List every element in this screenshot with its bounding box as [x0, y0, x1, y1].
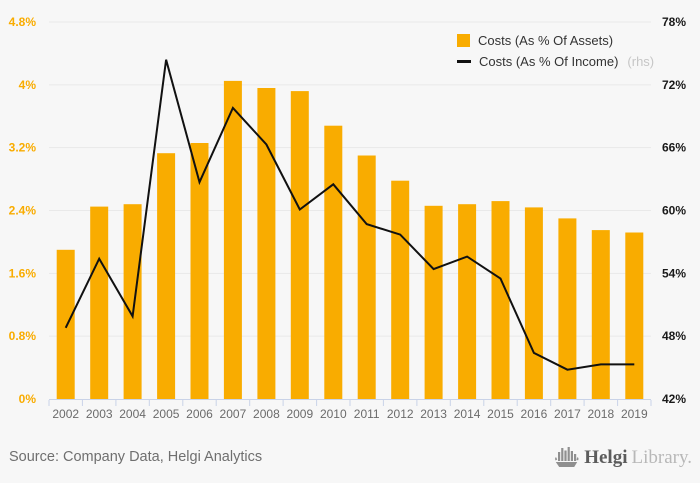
- logo-brand-secondary: Library.: [631, 447, 693, 468]
- bar-2016: [524, 207, 543, 399]
- bar-2011: [357, 155, 376, 399]
- bar-2005: [157, 153, 176, 399]
- income-line: [64, 59, 635, 371]
- year-label: 2011: [354, 407, 380, 421]
- year-label: 2012: [387, 407, 414, 421]
- logo-brand: Helgi: [584, 447, 628, 468]
- left-axis-tick-label: 0%: [19, 392, 37, 406]
- legend-label-assets: Costs (As % Of Assets): [478, 32, 614, 48]
- right-axis-tick-label: 72%: [662, 78, 686, 92]
- legend-label-income: Costs (As % Of Income): [479, 53, 619, 69]
- right-axis-tick-label: 42%: [662, 392, 686, 406]
- left-axis-tick-label: 4%: [19, 78, 37, 92]
- right-axis-tick-label: 78%: [662, 15, 686, 29]
- bar-2010: [324, 125, 343, 399]
- right-axis-tick-label: 60%: [662, 204, 686, 218]
- bar-2002: [56, 249, 75, 399]
- helgi-library-logo[interactable]: Helgi Library.: [554, 444, 692, 470]
- right-axis-tick-label: 54%: [662, 266, 686, 280]
- year-label: 2005: [153, 407, 180, 421]
- bar-2008: [257, 88, 276, 399]
- legend: Costs (As % Of Assets) Costs (As % Of In…: [457, 32, 655, 69]
- bar-2004: [123, 204, 142, 399]
- year-label: 2004: [119, 407, 146, 421]
- bar-2009: [290, 91, 309, 399]
- bar-2018: [591, 230, 610, 399]
- year-label: 2010: [320, 407, 347, 421]
- income-series-swatch: [457, 59, 471, 63]
- costs-chart: 0% 42% 0.8% 48% 1.6% 54% 2.4% 60% 3.2% 66% 4% 72% 4.…: [9, 15, 687, 421]
- bar-2014: [458, 204, 477, 399]
- year-label: 2015: [487, 407, 514, 421]
- helgi-library-logo-icon: [555, 447, 579, 467]
- right-axis-tick-label: 48%: [662, 329, 686, 343]
- year-label: 2016: [521, 407, 548, 421]
- legend-item-assets: Costs (As % Of Assets): [457, 32, 654, 48]
- source-note: Source: Company Data, Helgi Analytics: [9, 449, 263, 465]
- left-axis-tick-label: 2.4%: [9, 204, 37, 218]
- bar-2006: [190, 143, 209, 399]
- year-label: 2019: [621, 407, 648, 421]
- legend-item-income: Costs (As % Of Income) (rhs): [457, 53, 655, 69]
- year-label: 2017: [554, 407, 581, 421]
- left-axis-tick-label: 0.8%: [9, 329, 37, 343]
- year-label: 2009: [286, 407, 313, 421]
- left-axis-tick-label: 1.6%: [9, 266, 37, 280]
- left-axis-tick-label: 3.2%: [9, 141, 37, 155]
- right-axis-tick-label: 66%: [662, 141, 686, 155]
- bar-2015: [491, 201, 510, 399]
- bar-2012: [391, 180, 410, 399]
- left-axis-tick-label: 4.8%: [9, 15, 37, 29]
- year-label: 2008: [253, 407, 280, 421]
- bar-2019: [625, 232, 644, 399]
- year-label: 2007: [220, 407, 247, 421]
- bar-2007: [223, 80, 242, 400]
- legend-rhs-note: (rhs): [627, 53, 655, 69]
- year-label: 2014: [454, 407, 481, 421]
- year-label: 2018: [587, 407, 614, 421]
- year-label: 2002: [52, 407, 79, 421]
- bar-2003: [90, 206, 109, 399]
- bar-2017: [558, 218, 577, 399]
- year-label: 2013: [420, 407, 447, 421]
- year-label: 2006: [186, 407, 213, 421]
- bar-2013: [424, 205, 443, 399]
- year-label: 2003: [86, 407, 113, 421]
- assets-series-swatch: [457, 33, 470, 47]
